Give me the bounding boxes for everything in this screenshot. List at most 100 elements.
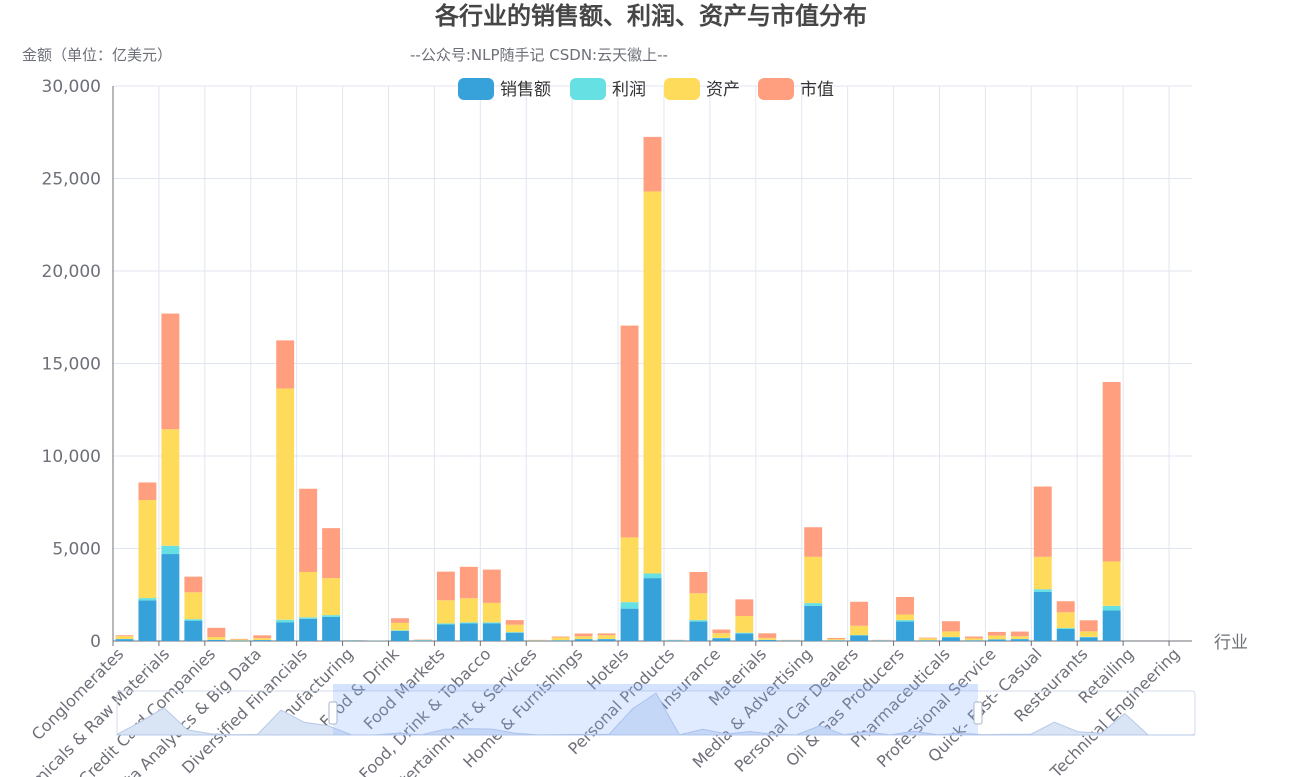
bar-资产[interactable] xyxy=(391,622,409,631)
bar-销售额[interactable] xyxy=(230,640,249,641)
bar-销售额[interactable] xyxy=(322,616,341,641)
bar-销售额[interactable] xyxy=(620,608,639,641)
bar-市值[interactable] xyxy=(987,631,1006,636)
bar-资产[interactable] xyxy=(230,639,249,641)
bar-资产[interactable] xyxy=(299,571,318,618)
bar-资产[interactable] xyxy=(574,636,593,640)
bar-销售额[interactable] xyxy=(597,639,616,641)
bar-市值[interactable] xyxy=(322,528,341,579)
bar-销售额[interactable] xyxy=(781,640,800,641)
bar-市值[interactable] xyxy=(850,601,869,626)
bar-资产[interactable] xyxy=(184,592,203,620)
bar-利润[interactable] xyxy=(391,630,409,631)
bar-市值[interactable] xyxy=(689,571,708,594)
bar-资产[interactable] xyxy=(919,638,937,641)
bar-资产[interactable] xyxy=(436,600,455,624)
bar-资产[interactable] xyxy=(253,638,272,640)
bar-销售额[interactable] xyxy=(1079,637,1098,641)
bar-资产[interactable] xyxy=(827,639,846,641)
bar-市值[interactable] xyxy=(1056,601,1075,613)
bar-销售额[interactable] xyxy=(436,624,455,641)
bar-市值[interactable] xyxy=(964,636,983,639)
bar-资产[interactable] xyxy=(987,635,1006,640)
bar-市值[interactable] xyxy=(804,527,823,557)
bar-市值[interactable] xyxy=(941,621,960,632)
bar-销售额[interactable] xyxy=(459,623,478,641)
bar-市值[interactable] xyxy=(436,571,455,601)
bar-利润[interactable] xyxy=(1033,589,1052,592)
bar-资产[interactable] xyxy=(482,602,501,623)
bar-销售额[interactable] xyxy=(850,635,869,641)
bar-资产[interactable] xyxy=(735,616,754,633)
bar-利润[interactable] xyxy=(505,632,524,633)
bar-资产[interactable] xyxy=(459,598,478,623)
bar-市值[interactable] xyxy=(161,313,180,430)
bar-销售额[interactable] xyxy=(138,600,157,641)
bar-资产[interactable] xyxy=(115,636,134,639)
bar-利润[interactable] xyxy=(276,619,295,623)
bar-销售额[interactable] xyxy=(941,637,960,641)
bar-销售额[interactable] xyxy=(161,554,180,641)
bar-资产[interactable] xyxy=(1010,636,1029,639)
bar-资产[interactable] xyxy=(758,637,777,640)
bar-销售额[interactable] xyxy=(184,620,203,641)
bar-市值[interactable] xyxy=(735,599,754,617)
bar-资产[interactable] xyxy=(138,500,157,599)
bar-市值[interactable] xyxy=(620,325,639,538)
bar-销售额[interactable] xyxy=(987,639,1006,641)
bar-资产[interactable] xyxy=(505,624,524,633)
bar-资产[interactable] xyxy=(850,625,869,636)
bar-销售额[interactable] xyxy=(804,605,823,641)
bar-利润[interactable] xyxy=(299,617,318,619)
bar-资产[interactable] xyxy=(207,637,226,640)
bar-销售额[interactable] xyxy=(574,639,593,641)
bar-销售额[interactable] xyxy=(207,639,226,641)
legend-label[interactable]: 市值 xyxy=(800,80,834,100)
bar-市值[interactable] xyxy=(230,638,249,640)
data-zoom-slider[interactable] xyxy=(116,684,1196,736)
bar-销售额[interactable] xyxy=(919,640,937,641)
bar-销售额[interactable] xyxy=(873,640,892,641)
bar-市值[interactable] xyxy=(391,618,409,623)
bar-销售额[interactable] xyxy=(827,640,846,641)
bar-利润[interactable] xyxy=(735,632,754,634)
legend-swatch[interactable] xyxy=(664,78,700,100)
bar-销售额[interactable] xyxy=(689,621,708,641)
bar-利润[interactable] xyxy=(1102,605,1121,611)
bar-市值[interactable] xyxy=(459,566,478,599)
legend-swatch[interactable] xyxy=(758,78,794,100)
bar-销售额[interactable] xyxy=(551,640,570,641)
legend-label[interactable]: 资产 xyxy=(706,80,740,100)
bar-销售额[interactable] xyxy=(253,640,272,641)
bar-资产[interactable] xyxy=(276,388,295,620)
bar-资产[interactable] xyxy=(620,537,639,603)
bar-销售额[interactable] xyxy=(896,621,914,641)
bar-销售额[interactable] xyxy=(345,640,364,641)
bar-市值[interactable] xyxy=(207,627,226,638)
bar-市值[interactable] xyxy=(896,596,914,615)
bar-销售额[interactable] xyxy=(115,639,134,641)
zoom-move-bar[interactable] xyxy=(333,684,978,691)
bar-利润[interactable] xyxy=(482,622,501,624)
bar-资产[interactable] xyxy=(551,637,570,641)
bar-市值[interactable] xyxy=(115,635,134,637)
bar-市值[interactable] xyxy=(1033,486,1052,557)
bar-市值[interactable] xyxy=(138,482,157,501)
bar-利润[interactable] xyxy=(322,615,341,617)
bar-市值[interactable] xyxy=(597,633,616,636)
bar-市值[interactable] xyxy=(827,637,846,640)
legend-swatch[interactable] xyxy=(458,78,494,100)
bar-利润[interactable] xyxy=(184,619,203,621)
bar-利润[interactable] xyxy=(804,603,823,606)
bar-销售额[interactable] xyxy=(1056,628,1075,641)
bar-市值[interactable] xyxy=(184,576,203,593)
bar-资产[interactable] xyxy=(322,578,341,616)
bar-资产[interactable] xyxy=(1079,631,1098,637)
bar-市值[interactable] xyxy=(276,340,295,389)
bar-销售额[interactable] xyxy=(1102,610,1121,641)
bar-资产[interactable] xyxy=(804,556,823,604)
bar-销售额[interactable] xyxy=(758,639,777,641)
bar-销售额[interactable] xyxy=(299,618,318,641)
bar-资产[interactable] xyxy=(689,593,708,621)
bar-资产[interactable] xyxy=(643,191,662,574)
